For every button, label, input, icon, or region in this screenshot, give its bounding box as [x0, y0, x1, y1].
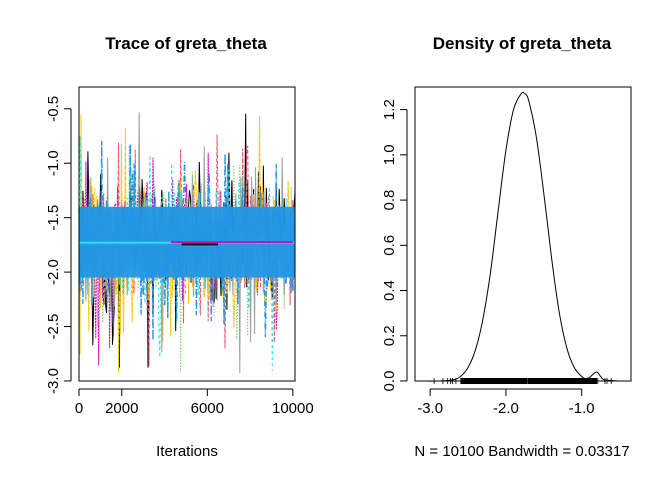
density-y-tick-label: 0.2 — [381, 325, 398, 346]
density-title: Density of greta_theta — [433, 34, 612, 53]
trace-y-tick-label: -0.5 — [45, 96, 62, 122]
trace-axes: 0 2000 6000 10000 -3.0 -2.5 -2.0 -1.5 -1.0 -0.5 — [45, 96, 314, 417]
trace-x-tick-label: 10000 — [272, 400, 314, 417]
trace-x-tick-label: 2000 — [105, 400, 138, 417]
trace-panel: Trace of greta_theta 0 2000 6000 10000 -3.0 -… — [45, 34, 314, 460]
density-x-tick-label: -1.0 — [569, 400, 595, 417]
trace-y-tick-label: -1.5 — [45, 205, 62, 231]
density-curve — [422, 91, 620, 382]
trace-series-line — [78, 152, 296, 366]
density-x-tick-label: -3.0 — [417, 400, 443, 417]
density-x-axis-label: N = 10100 Bandwidth = 0.03317 — [414, 443, 629, 460]
density-x-tick-label: -2.0 — [493, 400, 519, 417]
trace-marks — [78, 112, 296, 374]
density-plot-frame — [414, 86, 632, 382]
trace-x-tick-label: 0 — [75, 400, 83, 417]
trace-x-tick-label: 6000 — [191, 400, 224, 417]
density-y-tick-label: 1.2 — [381, 99, 398, 120]
density-y-tick-label: 0.0 — [381, 371, 398, 392]
density-marks — [415, 91, 631, 384]
trace-title: Trace of greta_theta — [105, 34, 267, 53]
trace-x-axis-label: Iterations — [156, 443, 218, 460]
density-axes: -3.0 -2.0 -1.0 0.0 0.2 0.4 0.6 0.8 1.0 1.2 — [381, 99, 595, 417]
density-y-tick-label: 0.4 — [381, 280, 398, 301]
density-y-tick-label: 1.0 — [381, 144, 398, 165]
trace-y-tick-label: -2.0 — [45, 259, 62, 285]
density-y-tick-label: 0.8 — [381, 190, 398, 211]
trace-y-tick-label: -2.5 — [45, 314, 62, 340]
density-y-tick-label: 0.6 — [381, 235, 398, 256]
density-panel: Density of greta_theta -3.0 -2.0 -1.0 0.0 0.… — [381, 34, 632, 460]
trace-y-tick-label: -1.0 — [45, 150, 62, 176]
trace-y-tick-label: -3.0 — [45, 368, 62, 394]
trace-plot-frame — [78, 86, 296, 382]
